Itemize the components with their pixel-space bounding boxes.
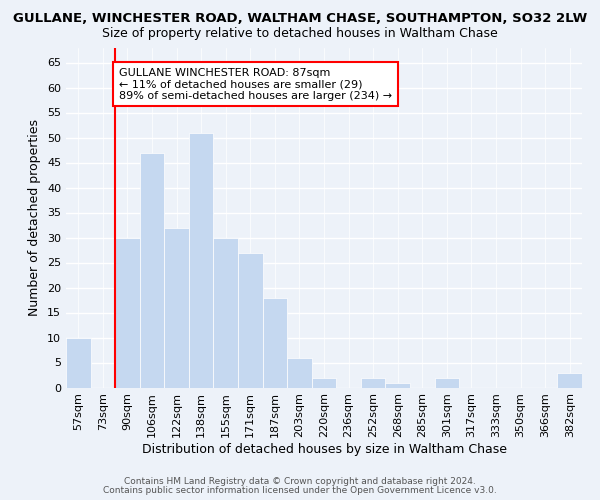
Text: GULLANE, WINCHESTER ROAD, WALTHAM CHASE, SOUTHAMPTON, SO32 2LW: GULLANE, WINCHESTER ROAD, WALTHAM CHASE,… — [13, 12, 587, 26]
Text: GULLANE WINCHESTER ROAD: 87sqm
← 11% of detached houses are smaller (29)
89% of : GULLANE WINCHESTER ROAD: 87sqm ← 11% of … — [119, 68, 392, 100]
Bar — [312, 378, 336, 388]
X-axis label: Distribution of detached houses by size in Waltham Chase: Distribution of detached houses by size … — [142, 443, 506, 456]
Bar — [263, 298, 287, 388]
Text: Contains HM Land Registry data © Crown copyright and database right 2024.: Contains HM Land Registry data © Crown c… — [124, 477, 476, 486]
Bar — [214, 238, 238, 388]
Bar — [140, 152, 164, 388]
Bar — [66, 338, 91, 388]
Bar — [238, 252, 263, 388]
Y-axis label: Number of detached properties: Number of detached properties — [28, 119, 41, 316]
Text: Contains public sector information licensed under the Open Government Licence v3: Contains public sector information licen… — [103, 486, 497, 495]
Bar — [189, 132, 214, 388]
Bar — [434, 378, 459, 388]
Bar — [385, 382, 410, 388]
Bar — [115, 238, 140, 388]
Bar — [164, 228, 189, 388]
Bar — [287, 358, 312, 388]
Bar — [361, 378, 385, 388]
Text: Size of property relative to detached houses in Waltham Chase: Size of property relative to detached ho… — [102, 28, 498, 40]
Bar — [557, 372, 582, 388]
